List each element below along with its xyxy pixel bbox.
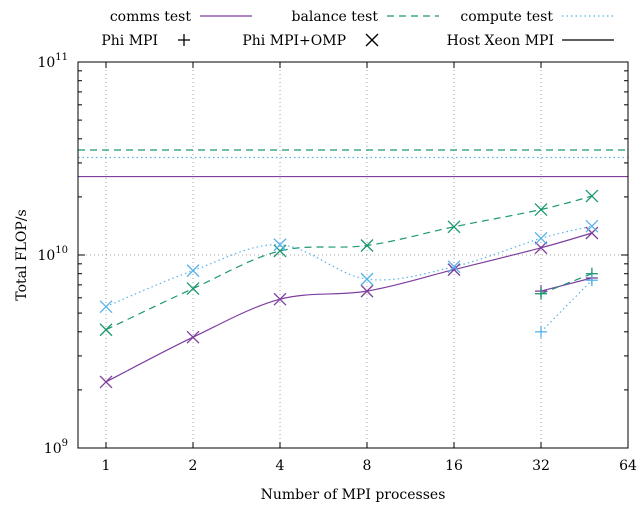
legend-plus-marker xyxy=(178,34,190,46)
marker-phi-mpi-omp xyxy=(360,272,374,286)
marker-phi-mpi xyxy=(535,325,548,338)
marker-stroke xyxy=(99,375,113,389)
legend-label: compute test xyxy=(460,9,553,25)
y-tick-label: 109 xyxy=(44,438,68,457)
marker-stroke xyxy=(365,33,379,47)
marker-stroke xyxy=(447,220,461,234)
marker-stroke xyxy=(360,272,374,286)
marker-phi-mpi xyxy=(585,274,598,287)
marker-phi-mpi-omp xyxy=(186,264,200,278)
marker-stroke xyxy=(186,264,200,278)
marker-stroke xyxy=(534,203,548,217)
marker-phi-mpi-omp xyxy=(186,282,200,296)
y-tick-label: 1011 xyxy=(37,52,68,71)
marker-phi-mpi-omp xyxy=(447,260,461,274)
marker-phi-mpi-omp xyxy=(585,189,599,203)
marker-stroke xyxy=(273,292,287,306)
marker-stroke xyxy=(360,239,374,252)
curve-phi-mpi-omp xyxy=(105,225,593,308)
marker-phi-mpi-omp xyxy=(360,239,374,252)
x-axis-label: Number of MPI processes xyxy=(261,487,446,503)
x-tick-label: 1 xyxy=(102,458,111,474)
y-axis-label: Total FLOP/s xyxy=(14,209,30,300)
marker-phi-mpi-omp xyxy=(99,375,113,389)
marker-phi-mpi xyxy=(535,287,548,300)
axis-ticks xyxy=(78,61,629,449)
marker-phi-mpi-omp xyxy=(585,219,599,233)
series-curves xyxy=(105,195,593,383)
marker-stroke xyxy=(99,323,113,337)
legend-label: Phi MPI xyxy=(101,33,158,49)
marker-phi-mpi-omp xyxy=(447,263,461,277)
grid-lines xyxy=(78,61,629,449)
marker-phi-mpi-omp xyxy=(273,238,287,252)
x-tick-label: 32 xyxy=(532,458,550,474)
legend-label: balance test xyxy=(292,9,379,25)
marker-stroke xyxy=(585,226,599,240)
curve-phi-mpi xyxy=(540,273,593,295)
y-tick-labels: 109 1010 1011 xyxy=(37,52,68,457)
marker-phi-mpi-omp xyxy=(186,330,200,344)
series-markers xyxy=(99,189,599,389)
x-tick-label: 8 xyxy=(363,458,372,474)
marker-stroke xyxy=(273,238,287,252)
legend-label: comms test xyxy=(110,9,192,25)
x-tick-labels: 1 2 4 8 16 32 64 xyxy=(102,458,637,474)
marker-stroke xyxy=(273,244,287,258)
legend-cross-marker xyxy=(365,33,379,47)
marker-stroke xyxy=(585,219,599,233)
marker-stroke xyxy=(447,263,461,277)
x-tick-label: 16 xyxy=(445,458,463,474)
x-tick-label: 2 xyxy=(189,458,198,474)
marker-phi-mpi-omp xyxy=(447,220,461,234)
y-tick-label: 1010 xyxy=(37,245,68,264)
marker-stroke xyxy=(534,241,548,255)
legend-label: Phi MPI+OMP xyxy=(242,33,346,49)
legend-label: Host Xeon MPI xyxy=(447,33,554,49)
marker-phi-mpi-omp xyxy=(273,292,287,306)
host-level-lines xyxy=(78,149,628,178)
marker-phi-mpi-omp xyxy=(585,226,599,240)
marker-stroke xyxy=(360,284,374,298)
plot-frame xyxy=(77,61,629,449)
x-tick-label: 4 xyxy=(276,458,285,474)
x-tick-label: 64 xyxy=(619,458,637,474)
marker-phi-mpi-omp xyxy=(273,244,287,258)
marker-phi-mpi-omp xyxy=(534,231,548,245)
marker-stroke xyxy=(99,300,113,314)
marker-phi-mpi-omp xyxy=(99,300,113,314)
marker-phi-mpi-omp xyxy=(534,241,548,255)
marker-phi-mpi-omp xyxy=(99,323,113,337)
marker-stroke xyxy=(186,330,200,344)
marker-phi-mpi-omp xyxy=(534,203,548,217)
marker-stroke xyxy=(585,189,599,203)
marker-stroke xyxy=(534,231,548,245)
marker-phi-mpi-omp xyxy=(360,284,374,298)
legend: comms test balance test compute test Phi MP… xyxy=(101,9,614,49)
marker-stroke xyxy=(447,260,461,274)
curve-phi-mpi xyxy=(540,277,593,292)
curve-phi-mpi xyxy=(540,279,593,333)
curve-phi-mpi-omp xyxy=(105,195,593,331)
marker-stroke xyxy=(186,282,200,296)
